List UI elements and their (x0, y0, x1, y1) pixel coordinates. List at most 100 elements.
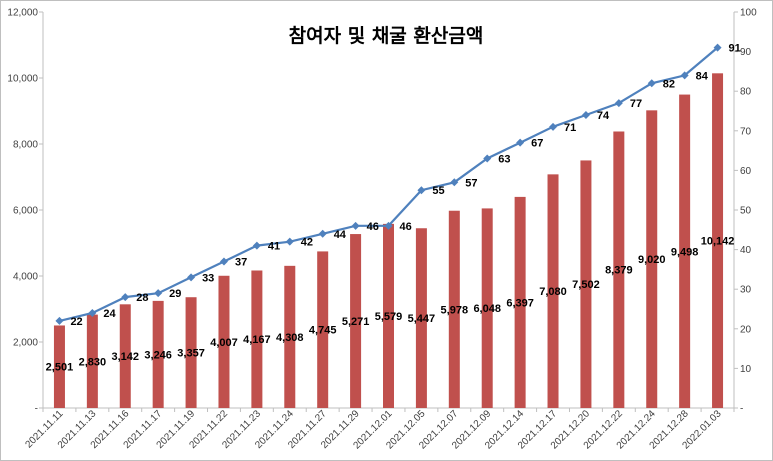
bar-data-label: 10,142 (701, 236, 735, 248)
bar-series (53, 73, 724, 409)
line-data-label: 84 (696, 70, 709, 82)
line-point (55, 316, 64, 325)
bar (580, 160, 592, 408)
line-data-label: 29 (169, 288, 181, 300)
line-point (483, 154, 492, 163)
line-data-label: 24 (103, 308, 116, 320)
data-labels: 22 24 28 29 33 37 41 42 44 46 46 55 57 63 67 71 74 77 82 84… (46, 43, 741, 374)
line-data-label: 67 (531, 138, 543, 150)
line-point (187, 273, 196, 282)
bar-data-label: 4,167 (243, 334, 271, 346)
line-data-label: 91 (729, 43, 741, 55)
line-point (680, 71, 689, 80)
line-data-label: 33 (202, 272, 214, 284)
bar (646, 110, 658, 408)
bar (152, 300, 164, 408)
bar (613, 131, 625, 409)
line-data-label: 42 (301, 237, 313, 249)
bar (251, 270, 263, 408)
line-data-label: 74 (597, 110, 610, 122)
y-right-tick-label: 30 (740, 285, 752, 296)
bar (679, 94, 691, 408)
bar (383, 223, 394, 408)
bar (712, 73, 724, 409)
bar-data-label: 2,830 (79, 356, 107, 368)
line-point (252, 241, 261, 250)
line-data-label: 44 (334, 229, 347, 241)
line-data-label: 82 (663, 78, 675, 90)
bar-data-label: 8,379 (605, 265, 633, 277)
y-right-tick-label: 100 (740, 8, 757, 19)
y-left-tick-label: 8,000 (13, 140, 38, 151)
line-data-label: 28 (136, 292, 148, 304)
bar (317, 251, 329, 408)
y-right-tick-label: 70 (740, 126, 752, 137)
line-point (154, 289, 163, 298)
bar (514, 196, 526, 408)
bar-data-label: 3,357 (177, 348, 205, 360)
bar (415, 228, 427, 408)
bar-data-label: 5,271 (342, 316, 370, 328)
y-right-tick-label: 60 (740, 166, 752, 177)
line-point (516, 138, 525, 147)
line-data-label: 46 (367, 221, 379, 233)
bar (86, 314, 98, 408)
line-point (549, 122, 558, 131)
y-left-tick-label: 10,000 (7, 74, 38, 85)
line-data-label: 71 (564, 122, 576, 134)
bar-data-label: 2,501 (46, 362, 74, 374)
line-point (285, 237, 294, 246)
bar-data-label: 6,397 (506, 297, 534, 309)
bar-data-label: 5,579 (375, 311, 403, 323)
bar-data-label: 9,020 (638, 254, 666, 266)
bar (53, 325, 65, 408)
y-right-tick-label: 80 (740, 87, 752, 98)
bar-data-label: 3,246 (144, 349, 172, 361)
line-point (417, 186, 426, 195)
line-point (450, 178, 459, 187)
bar-data-label: 4,007 (210, 337, 238, 349)
bar-data-label: 6,048 (473, 303, 501, 315)
line-point (351, 221, 360, 230)
bar-data-label: 4,745 (309, 325, 337, 337)
bar-data-label: 5,978 (441, 304, 469, 316)
y-left-tick-label: 12,000 (7, 8, 38, 19)
line-point (647, 79, 656, 88)
line-point (219, 257, 228, 266)
line-point (384, 221, 393, 230)
line-data-label: 63 (498, 154, 510, 166)
line-point (713, 43, 722, 52)
y-right-tick-label: 90 (740, 47, 752, 58)
chart-title: 참여자 및 채굴 환산금액 (289, 25, 484, 47)
line-series (55, 43, 722, 325)
y-left-tick-label: 6,000 (13, 206, 38, 217)
line-point (121, 293, 130, 302)
line-point (88, 308, 97, 317)
y-right-tick-label: 50 (740, 206, 752, 217)
y-left-tick-label: - (35, 404, 38, 415)
line-data-label: 55 (432, 185, 444, 197)
bar-data-label: 4,308 (276, 332, 304, 344)
y-right-tick-label: 40 (740, 245, 752, 256)
line-data-label: 57 (465, 177, 477, 189)
bar-data-label: 5,447 (408, 313, 436, 325)
bar (350, 234, 362, 408)
line-point (614, 99, 623, 108)
bar (119, 304, 131, 408)
y-left-tick-label: 2,000 (13, 338, 38, 349)
y-right-tick-label: - (740, 404, 743, 415)
bar (448, 210, 460, 408)
line-data-label: 41 (268, 241, 280, 253)
bar-data-label: 7,080 (539, 286, 567, 298)
bar (284, 265, 296, 408)
bar (481, 208, 493, 408)
y-left-tick-label: 4,000 (13, 272, 38, 283)
bar-data-label: 3,142 (111, 351, 139, 363)
bar (218, 275, 230, 408)
bar (185, 297, 197, 408)
bar-data-label: 7,502 (572, 279, 600, 291)
y-right-tick-label: 20 (740, 324, 752, 335)
y-right-tick-label: 10 (740, 364, 752, 375)
